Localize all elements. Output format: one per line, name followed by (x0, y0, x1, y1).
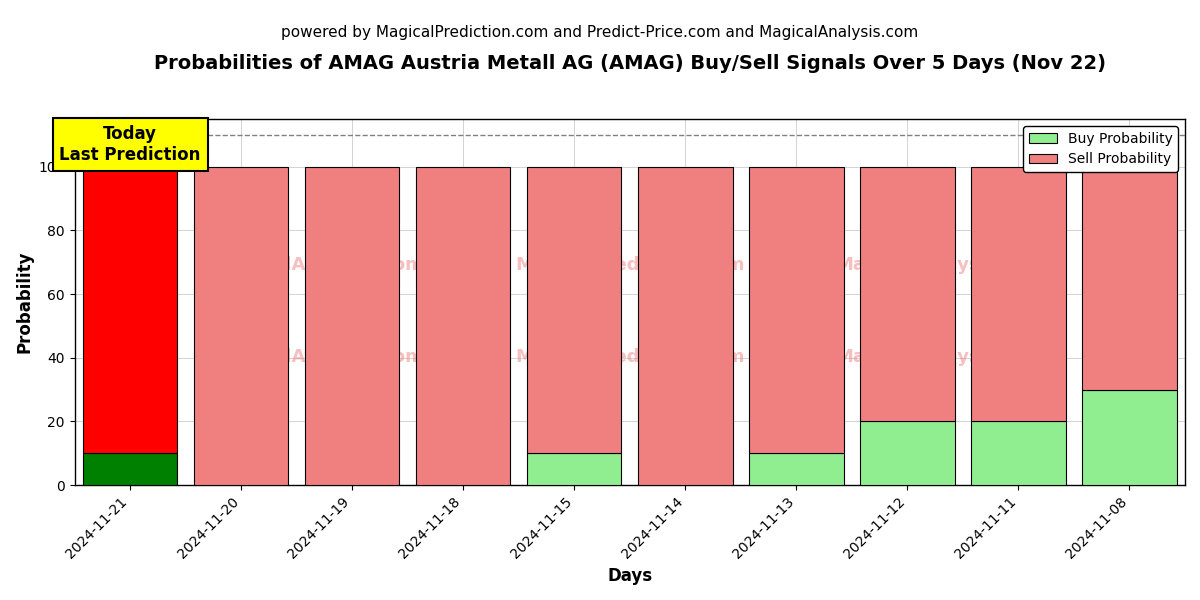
X-axis label: Days: Days (607, 567, 653, 585)
Text: MagicalAnalysis.com: MagicalAnalysis.com (214, 348, 424, 366)
Bar (638, 167, 732, 485)
Bar (860, 421, 955, 485)
Text: MagicalPrediction.com: MagicalPrediction.com (515, 256, 744, 274)
Legend: Buy Probability, Sell Probability: Buy Probability, Sell Probability (1024, 126, 1178, 172)
Bar (749, 453, 844, 485)
Bar (305, 167, 400, 485)
Bar (83, 167, 178, 453)
Bar (416, 167, 510, 485)
Bar (860, 167, 955, 421)
Bar (527, 167, 622, 453)
Bar (749, 167, 844, 453)
Bar (971, 167, 1066, 421)
Title: Probabilities of AMAG Austria Metall AG (AMAG) Buy/Sell Signals Over 5 Days (Nov: Probabilities of AMAG Austria Metall AG … (154, 54, 1106, 73)
Bar (527, 453, 622, 485)
Bar (971, 421, 1066, 485)
Y-axis label: Probability: Probability (16, 251, 34, 353)
Bar (194, 167, 288, 485)
Text: Today
Last Prediction: Today Last Prediction (60, 125, 200, 164)
Text: powered by MagicalPrediction.com and Predict-Price.com and MagicalAnalysis.com: powered by MagicalPrediction.com and Pre… (281, 25, 919, 40)
Text: MagicalPrediction.com: MagicalPrediction.com (515, 348, 744, 366)
Text: MagicalAnalysis.com: MagicalAnalysis.com (835, 348, 1045, 366)
Bar (83, 453, 178, 485)
Bar (1082, 167, 1177, 389)
Text: MagicalAnalysis.com: MagicalAnalysis.com (214, 256, 424, 274)
Text: MagicalAnalysis.com: MagicalAnalysis.com (835, 256, 1045, 274)
Bar (1082, 389, 1177, 485)
